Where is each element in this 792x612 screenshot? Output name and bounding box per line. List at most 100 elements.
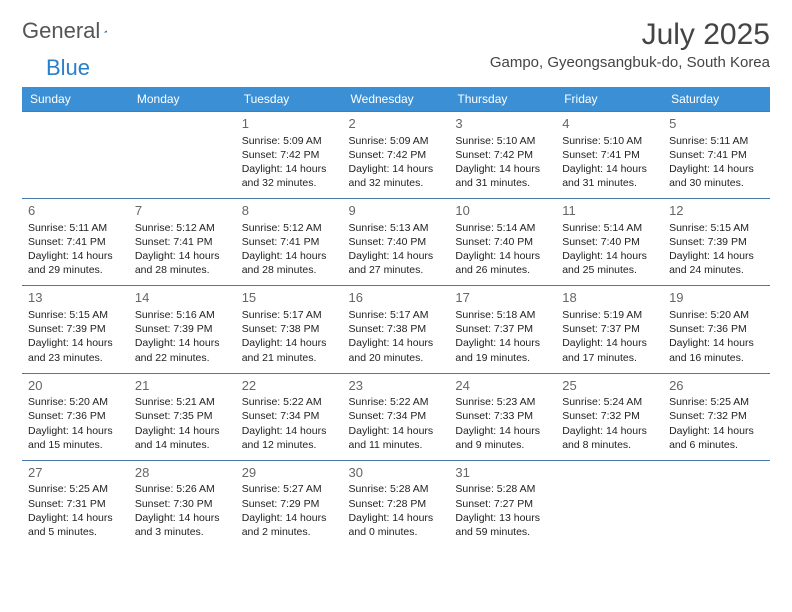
weekday-header: Sunday xyxy=(22,87,129,112)
calendar-week-row: 1Sunrise: 5:09 AMSunset: 7:42 PMDaylight… xyxy=(22,112,770,199)
month-title: July 2025 xyxy=(490,18,770,52)
sunset-line: Sunset: 7:36 PM xyxy=(28,409,123,423)
weekday-header: Wednesday xyxy=(343,87,450,112)
brand-logo: General xyxy=(22,18,128,44)
day-number: 20 xyxy=(28,377,123,395)
daylight-line: Daylight: 14 hours and 15 minutes. xyxy=(28,424,123,452)
sunrise-line: Sunrise: 5:15 AM xyxy=(669,221,764,235)
calendar-cell: 24Sunrise: 5:23 AMSunset: 7:33 PMDayligh… xyxy=(449,373,556,460)
day-number: 10 xyxy=(455,202,550,220)
calendar-cell: 13Sunrise: 5:15 AMSunset: 7:39 PMDayligh… xyxy=(22,286,129,373)
daylight-line: Daylight: 13 hours and 59 minutes. xyxy=(455,511,550,539)
sunrise-line: Sunrise: 5:14 AM xyxy=(455,221,550,235)
sunrise-line: Sunrise: 5:28 AM xyxy=(349,482,444,496)
day-number: 18 xyxy=(562,289,657,307)
weekday-header: Monday xyxy=(129,87,236,112)
weekday-header: Thursday xyxy=(449,87,556,112)
day-number: 29 xyxy=(242,464,337,482)
daylight-line: Daylight: 14 hours and 30 minutes. xyxy=(669,162,764,190)
calendar-cell: 15Sunrise: 5:17 AMSunset: 7:38 PMDayligh… xyxy=(236,286,343,373)
sunrise-line: Sunrise: 5:24 AM xyxy=(562,395,657,409)
day-number: 23 xyxy=(349,377,444,395)
daylight-line: Daylight: 14 hours and 14 minutes. xyxy=(135,424,230,452)
daylight-line: Daylight: 14 hours and 19 minutes. xyxy=(455,336,550,364)
calendar-week-row: 20Sunrise: 5:20 AMSunset: 7:36 PMDayligh… xyxy=(22,373,770,460)
calendar-body: 1Sunrise: 5:09 AMSunset: 7:42 PMDaylight… xyxy=(22,112,770,548)
daylight-line: Daylight: 14 hours and 5 minutes. xyxy=(28,511,123,539)
sunrise-line: Sunrise: 5:10 AM xyxy=(455,134,550,148)
day-number: 8 xyxy=(242,202,337,220)
calendar-cell xyxy=(663,460,770,547)
daylight-line: Daylight: 14 hours and 28 minutes. xyxy=(135,249,230,277)
calendar-cell: 21Sunrise: 5:21 AMSunset: 7:35 PMDayligh… xyxy=(129,373,236,460)
day-number: 13 xyxy=(28,289,123,307)
calendar-cell: 26Sunrise: 5:25 AMSunset: 7:32 PMDayligh… xyxy=(663,373,770,460)
calendar-cell: 8Sunrise: 5:12 AMSunset: 7:41 PMDaylight… xyxy=(236,199,343,286)
sunrise-line: Sunrise: 5:22 AM xyxy=(242,395,337,409)
calendar-cell: 29Sunrise: 5:27 AMSunset: 7:29 PMDayligh… xyxy=(236,460,343,547)
sunset-line: Sunset: 7:29 PM xyxy=(242,497,337,511)
sunset-line: Sunset: 7:33 PM xyxy=(455,409,550,423)
daylight-line: Daylight: 14 hours and 9 minutes. xyxy=(455,424,550,452)
calendar-cell: 4Sunrise: 5:10 AMSunset: 7:41 PMDaylight… xyxy=(556,112,663,199)
sunset-line: Sunset: 7:32 PM xyxy=(669,409,764,423)
weekday-header: Tuesday xyxy=(236,87,343,112)
sunset-line: Sunset: 7:38 PM xyxy=(242,322,337,336)
day-number: 27 xyxy=(28,464,123,482)
daylight-line: Daylight: 14 hours and 17 minutes. xyxy=(562,336,657,364)
sunset-line: Sunset: 7:34 PM xyxy=(349,409,444,423)
sunrise-line: Sunrise: 5:25 AM xyxy=(28,482,123,496)
calendar-cell: 17Sunrise: 5:18 AMSunset: 7:37 PMDayligh… xyxy=(449,286,556,373)
daylight-line: Daylight: 14 hours and 32 minutes. xyxy=(242,162,337,190)
daylight-line: Daylight: 14 hours and 25 minutes. xyxy=(562,249,657,277)
day-number: 12 xyxy=(669,202,764,220)
sunrise-line: Sunrise: 5:18 AM xyxy=(455,308,550,322)
sunset-line: Sunset: 7:31 PM xyxy=(28,497,123,511)
daylight-line: Daylight: 14 hours and 0 minutes. xyxy=(349,511,444,539)
sunset-line: Sunset: 7:41 PM xyxy=(28,235,123,249)
calendar-table: SundayMondayTuesdayWednesdayThursdayFrid… xyxy=(22,87,770,547)
calendar-cell: 5Sunrise: 5:11 AMSunset: 7:41 PMDaylight… xyxy=(663,112,770,199)
day-number: 15 xyxy=(242,289,337,307)
daylight-line: Daylight: 14 hours and 16 minutes. xyxy=(669,336,764,364)
sunset-line: Sunset: 7:27 PM xyxy=(455,497,550,511)
daylight-line: Daylight: 14 hours and 11 minutes. xyxy=(349,424,444,452)
title-block: July 2025 Gampo, Gyeongsangbuk-do, South… xyxy=(490,18,770,71)
sunset-line: Sunset: 7:37 PM xyxy=(455,322,550,336)
brand-triangle-icon xyxy=(104,22,107,40)
calendar-cell: 27Sunrise: 5:25 AMSunset: 7:31 PMDayligh… xyxy=(22,460,129,547)
sunset-line: Sunset: 7:38 PM xyxy=(349,322,444,336)
day-number: 30 xyxy=(349,464,444,482)
sunset-line: Sunset: 7:41 PM xyxy=(669,148,764,162)
sunset-line: Sunset: 7:40 PM xyxy=(562,235,657,249)
calendar-cell: 20Sunrise: 5:20 AMSunset: 7:36 PMDayligh… xyxy=(22,373,129,460)
sunrise-line: Sunrise: 5:09 AM xyxy=(349,134,444,148)
sunrise-line: Sunrise: 5:12 AM xyxy=(242,221,337,235)
sunrise-line: Sunrise: 5:15 AM xyxy=(28,308,123,322)
calendar-cell: 14Sunrise: 5:16 AMSunset: 7:39 PMDayligh… xyxy=(129,286,236,373)
sunset-line: Sunset: 7:42 PM xyxy=(349,148,444,162)
calendar-cell: 30Sunrise: 5:28 AMSunset: 7:28 PMDayligh… xyxy=(343,460,450,547)
daylight-line: Daylight: 14 hours and 21 minutes. xyxy=(242,336,337,364)
sunrise-line: Sunrise: 5:19 AM xyxy=(562,308,657,322)
day-number: 5 xyxy=(669,115,764,133)
sunrise-line: Sunrise: 5:25 AM xyxy=(669,395,764,409)
calendar-cell: 31Sunrise: 5:28 AMSunset: 7:27 PMDayligh… xyxy=(449,460,556,547)
calendar-cell xyxy=(556,460,663,547)
sunset-line: Sunset: 7:41 PM xyxy=(562,148,657,162)
sunset-line: Sunset: 7:37 PM xyxy=(562,322,657,336)
day-number: 14 xyxy=(135,289,230,307)
day-number: 31 xyxy=(455,464,550,482)
sunrise-line: Sunrise: 5:22 AM xyxy=(349,395,444,409)
daylight-line: Daylight: 14 hours and 27 minutes. xyxy=(349,249,444,277)
day-number: 3 xyxy=(455,115,550,133)
sunset-line: Sunset: 7:39 PM xyxy=(135,322,230,336)
daylight-line: Daylight: 14 hours and 6 minutes. xyxy=(669,424,764,452)
sunrise-line: Sunrise: 5:13 AM xyxy=(349,221,444,235)
day-number: 21 xyxy=(135,377,230,395)
sunset-line: Sunset: 7:42 PM xyxy=(242,148,337,162)
sunset-line: Sunset: 7:41 PM xyxy=(242,235,337,249)
calendar-cell: 22Sunrise: 5:22 AMSunset: 7:34 PMDayligh… xyxy=(236,373,343,460)
calendar-cell: 7Sunrise: 5:12 AMSunset: 7:41 PMDaylight… xyxy=(129,199,236,286)
sunset-line: Sunset: 7:34 PM xyxy=(242,409,337,423)
